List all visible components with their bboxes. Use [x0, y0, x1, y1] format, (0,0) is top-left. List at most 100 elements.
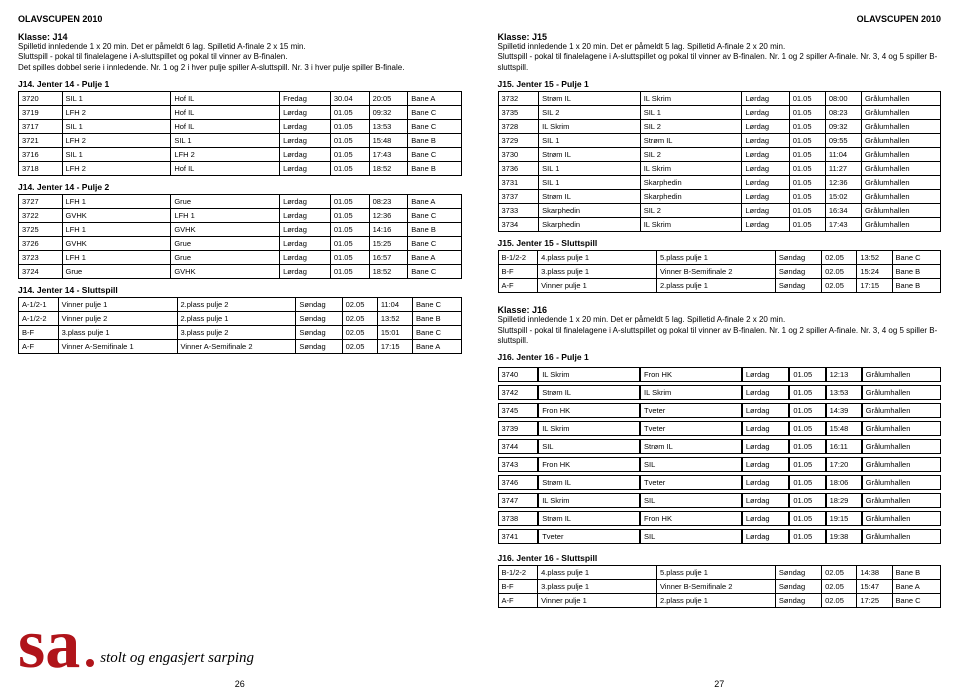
- table-cell: 18:29: [826, 493, 862, 508]
- table-cell: SIL 2: [539, 106, 641, 120]
- table-cell: 3746: [498, 475, 539, 490]
- table-cell: 02.05: [822, 251, 857, 265]
- table-row: 3747IL SkrimSILLørdag01.0518:29Grålumhal…: [498, 493, 942, 508]
- table-cell: 17:43: [369, 148, 408, 162]
- table-cell: 16:11: [826, 439, 862, 454]
- table-cell: Lørdag: [742, 106, 789, 120]
- table-cell: Hof IL: [171, 106, 280, 120]
- table-row: 3730Strøm ILSIL 2Lørdag01.0511:04Grålumh…: [498, 148, 941, 162]
- table-cell: 3729: [498, 134, 539, 148]
- table-row: 3719LFH 2Hof ILLørdag01.0509:32Bane C: [19, 106, 462, 120]
- table-cell: B-1/2-2: [498, 251, 538, 265]
- table-cell: 3745: [498, 403, 539, 418]
- table-cell: 3741: [498, 529, 539, 544]
- table-cell: Bane A: [408, 92, 461, 106]
- table-cell: SIL 1: [539, 162, 641, 176]
- table-cell: 11:27: [825, 162, 861, 176]
- table-row: 3744SILStrøm ILLørdag01.0516:11Grålumhal…: [498, 439, 942, 454]
- table-cell: Strøm IL: [538, 511, 640, 526]
- table-cell: 01.05: [330, 265, 369, 279]
- table-cell: SIL 1: [640, 106, 742, 120]
- table-cell: 08:23: [369, 195, 408, 209]
- table-cell: A-F: [498, 594, 538, 608]
- table-cell: 3723: [19, 251, 63, 265]
- table-row: 3734SkarphedinIL SkrimLørdag01.0517:43Gr…: [498, 218, 941, 232]
- table-cell: SIL 2: [640, 120, 742, 134]
- table-cell: Grålumhallen: [862, 475, 941, 490]
- table-cell: IL Skrim: [640, 92, 742, 106]
- table-cell: Strøm IL: [538, 385, 640, 400]
- table-cell: 3.plass pulje 1: [538, 580, 657, 594]
- j14-pulje1-table: 3720SIL 1Hof ILFredag30.0420:05Bane A371…: [18, 91, 462, 176]
- table-cell: Skarphedin: [640, 190, 742, 204]
- table-cell: Søndag: [296, 312, 342, 326]
- table-cell: 08:23: [825, 106, 861, 120]
- table-cell: 3726: [19, 237, 63, 251]
- table-row: 3722GVHKLFH 1Lørdag01.0512:36Bane C: [19, 209, 462, 223]
- table-cell: 08:00: [825, 92, 861, 106]
- table-cell: SIL 1: [539, 176, 641, 190]
- table-cell: SIL 2: [640, 204, 742, 218]
- page-left: OLAVSCUPEN 2010 Klasse: J14 Spilletid in…: [0, 0, 480, 695]
- table-cell: 01.05: [789, 385, 825, 400]
- table-cell: LFH 1: [171, 209, 280, 223]
- table-cell: 5.plass pulje 1: [657, 251, 776, 265]
- table-cell: 17:43: [825, 218, 861, 232]
- table-cell: Vinner B-Semifinale 2: [657, 265, 776, 279]
- table-cell: 02.05: [822, 566, 857, 580]
- j15-sluttspill-title: J15. Jenter 15 - Sluttspill: [498, 238, 942, 248]
- table-cell: IL Skrim: [538, 493, 640, 508]
- table-cell: Lørdag: [742, 439, 790, 454]
- table-cell: Lørdag: [742, 367, 790, 382]
- table-cell: Grålumhallen: [862, 511, 941, 526]
- table-cell: 15:24: [857, 265, 892, 279]
- sa-logo-block: sa stolt og engasjert sarping: [18, 617, 254, 673]
- table-cell: 15:48: [826, 421, 862, 436]
- table-cell: Bane C: [413, 326, 461, 340]
- table-row: 3746Strøm ILTveterLørdag01.0518:06Grålum…: [498, 475, 942, 490]
- table-cell: 01.05: [789, 457, 825, 472]
- table-cell: SIL: [640, 493, 742, 508]
- table-row: 3728IL SkrimSIL 2Lørdag01.0509:32Grålumh…: [498, 120, 941, 134]
- table-cell: LFH 2: [62, 134, 171, 148]
- table-cell: Søndag: [296, 326, 342, 340]
- table-cell: Grålumhallen: [861, 120, 940, 134]
- table-cell: Tveter: [640, 421, 742, 436]
- table-cell: 01.05: [789, 134, 825, 148]
- table-row: B-F3.plass pulje 1Vinner B-Semifinale 2S…: [498, 580, 941, 594]
- table-cell: Søndag: [775, 279, 821, 293]
- table-cell: Bane B: [892, 279, 940, 293]
- j16-pulje1-table: 3740IL SkrimFron HKLørdag01.0512:13Grålu…: [498, 364, 942, 547]
- table-cell: SIL 1: [171, 134, 280, 148]
- table-row: 3721LFH 2SIL 1Lørdag01.0515:48Bane B: [19, 134, 462, 148]
- table-cell: Bane A: [408, 251, 461, 265]
- klasse-j15-title: Klasse: J15: [498, 32, 942, 42]
- table-cell: Grue: [171, 237, 280, 251]
- table-cell: Lørdag: [742, 218, 789, 232]
- table-cell: 02.05: [342, 340, 377, 354]
- table-cell: 3736: [498, 162, 539, 176]
- j16-pulje1-title: J16. Jenter 16 - Pulje 1: [498, 352, 942, 362]
- table-cell: SIL: [538, 439, 640, 454]
- header-right: OLAVSCUPEN 2010: [498, 14, 942, 24]
- table-cell: 02.05: [342, 298, 377, 312]
- table-cell: 3719: [19, 106, 63, 120]
- j15-pulje1-title: J15. Jenter 15 - Pulje 1: [498, 79, 942, 89]
- table-cell: 17:20: [826, 457, 862, 472]
- table-cell: Hof IL: [171, 120, 280, 134]
- table-row: A-1/2-1Vinner pulje 12.plass pulje 2Sønd…: [19, 298, 462, 312]
- table-cell: Grålumhallen: [862, 439, 941, 454]
- table-row: 3727LFH 1GrueLørdag01.0508:23Bane A: [19, 195, 462, 209]
- table-row: A-FVinner pulje 12.plass pulje 1Søndag02…: [498, 279, 941, 293]
- table-cell: 09:55: [825, 134, 861, 148]
- table-cell: 01.05: [789, 190, 825, 204]
- table-cell: Lørdag: [280, 148, 331, 162]
- table-cell: LFH 1: [62, 223, 171, 237]
- table-cell: 3732: [498, 92, 539, 106]
- table-row: 3743Fron HKSILLørdag01.0517:20Grålumhall…: [498, 457, 942, 472]
- table-cell: Hof IL: [171, 162, 280, 176]
- table-cell: Lørdag: [280, 209, 331, 223]
- table-cell: 3724: [19, 265, 63, 279]
- table-cell: IL Skrim: [539, 120, 641, 134]
- table-cell: Skarphedin: [539, 218, 641, 232]
